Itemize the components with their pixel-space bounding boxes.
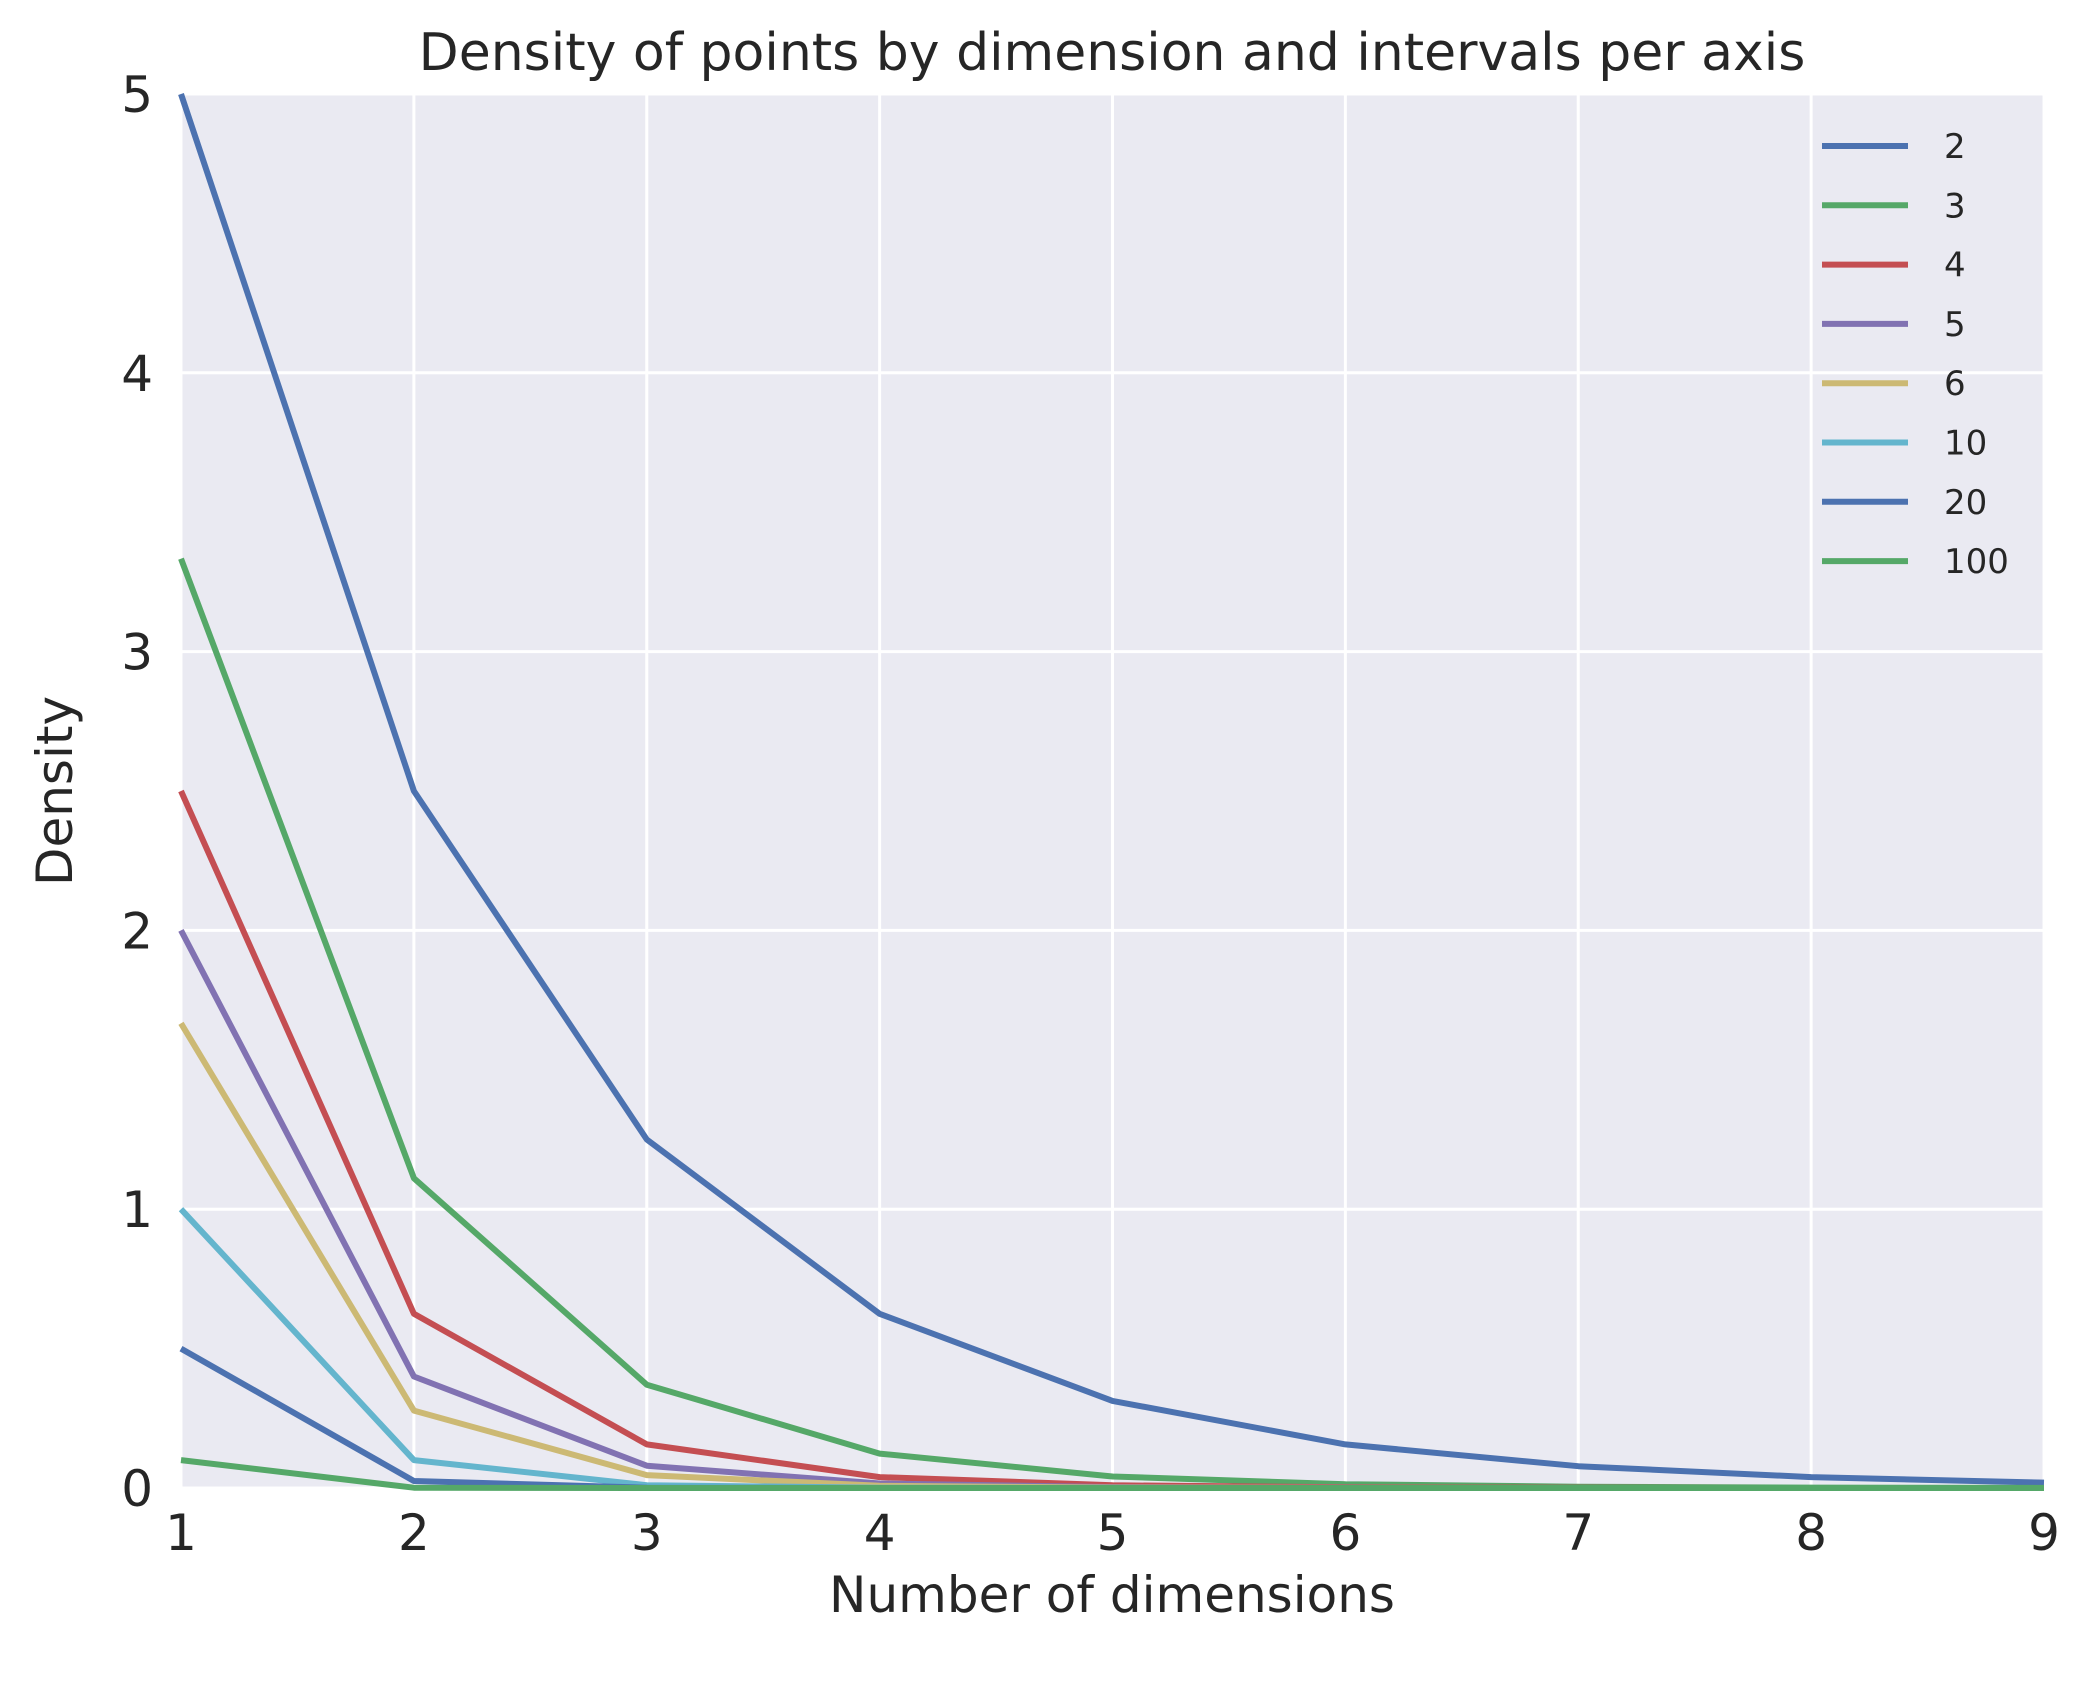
y-tick-label: 4 (121, 345, 153, 403)
x-tick-label: 4 (864, 1504, 896, 1562)
x-tick-labels: 1 2 3 4 5 6 7 8 9 (165, 1504, 2060, 1562)
legend-label-4: 4 (1944, 246, 1966, 286)
y-tick-label: 2 (121, 902, 153, 960)
x-tick-label: 6 (1329, 1504, 1361, 1562)
series-line-100 (180, 1457, 2044, 1491)
chart-title: Density of points by dimension and inter… (419, 23, 1806, 83)
legend-label-5: 5 (1944, 305, 1966, 345)
y-tick-labels: 0 1 2 3 4 5 (121, 66, 153, 1518)
x-axis-label: Number of dimensions (829, 1566, 1395, 1624)
x-tick-label: 8 (1795, 1504, 1827, 1562)
x-tick-label: 7 (1562, 1504, 1594, 1562)
legend-label-10: 10 (1944, 424, 1987, 464)
legend-label-6: 6 (1944, 364, 1966, 404)
y-axis-label: Density (26, 696, 84, 886)
series-line-2 (178, 93, 2045, 1486)
legend-label-2: 2 (1944, 127, 1966, 167)
legend: 2 3 4 5 6 10 20 100 (1822, 127, 2009, 582)
y-tick-label: 0 (121, 1460, 153, 1518)
legend-label-100: 100 (1944, 542, 2009, 582)
series-layer (178, 93, 2045, 1491)
y-tick-label: 1 (121, 1181, 153, 1239)
x-tick-label: 1 (165, 1504, 197, 1562)
y-tick-label: 5 (121, 66, 153, 124)
x-tick-label: 3 (631, 1504, 663, 1562)
x-tick-label: 5 (1097, 1504, 1129, 1562)
y-tick-label: 3 (121, 624, 153, 682)
x-tick-label: 9 (2028, 1504, 2060, 1562)
x-tick-label: 2 (398, 1504, 430, 1562)
legend-label-3: 3 (1944, 186, 1966, 226)
legend-label-20: 20 (1944, 483, 1987, 523)
